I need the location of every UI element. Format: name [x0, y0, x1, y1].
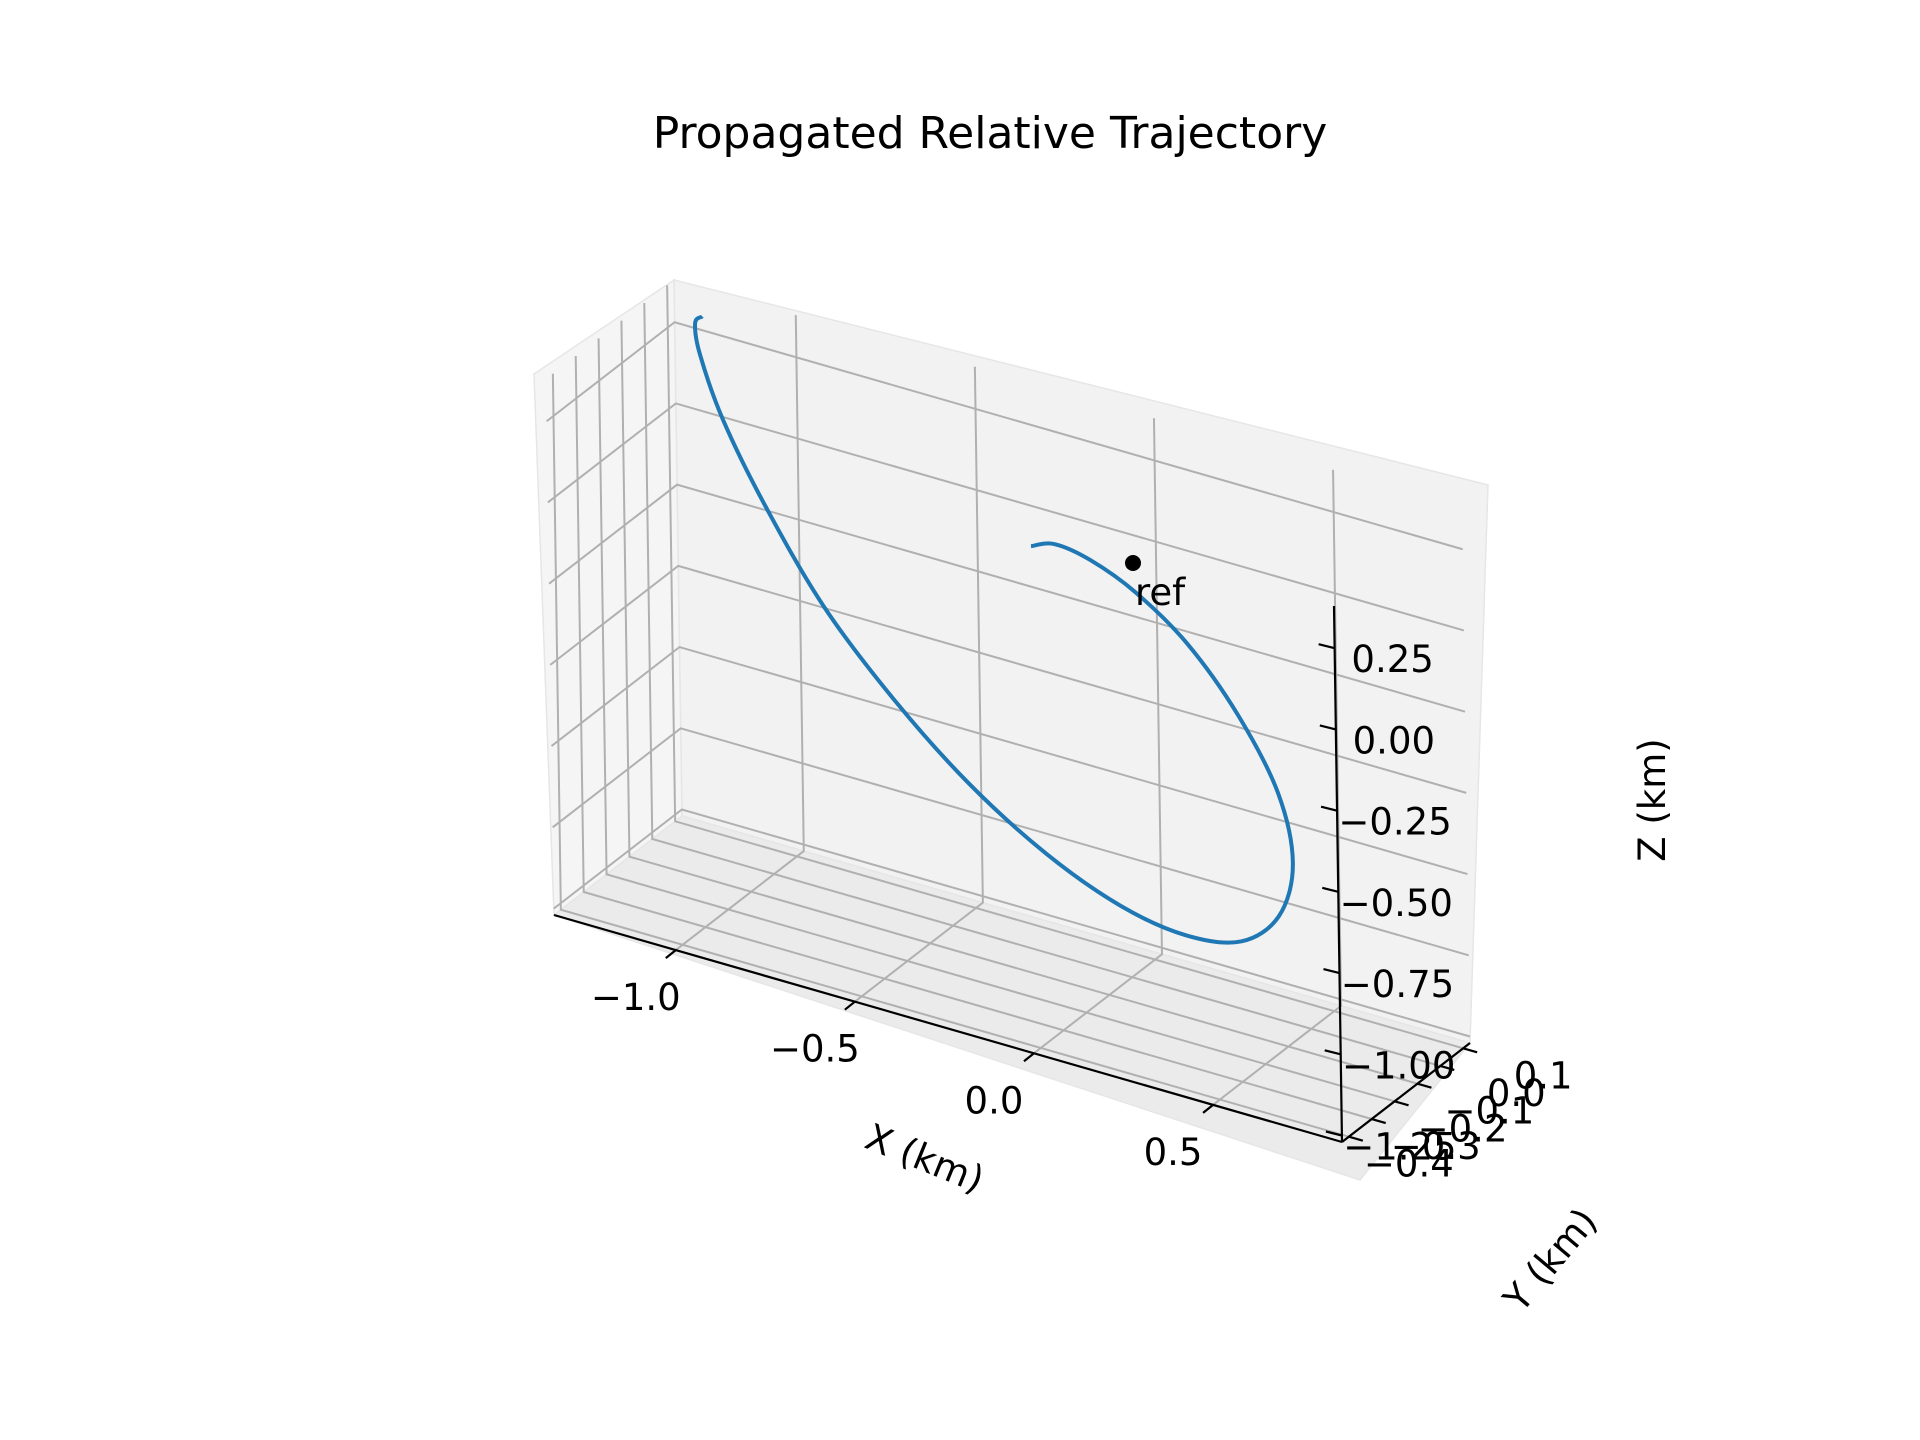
tick-labels: −1.0−0.50.00.5 −0.4−0.3−0.2−0.10.00.1−1.2… [591, 638, 1573, 1185]
x-tick [844, 1000, 856, 1011]
z-tick [1324, 1049, 1341, 1056]
y-tick-label: −0.2 [1418, 1107, 1508, 1150]
y-gridline [666, 285, 1464, 1050]
y-gridline [551, 373, 1350, 1138]
z-tick-label: −1.25 [1343, 1126, 1456, 1169]
z-tick-label: −0.25 [1338, 801, 1451, 844]
y-gridline [620, 320, 1418, 1085]
y-gridline [597, 338, 1395, 1103]
y-axis-line [1341, 1042, 1471, 1143]
y-tick [1462, 1047, 1478, 1054]
z-tick [1325, 1130, 1343, 1137]
z-gridline [553, 808, 1471, 1038]
axis-lines [553, 605, 1478, 1144]
y-tick-label: 0.1 [1514, 1054, 1573, 1097]
x-gridline [1033, 418, 1163, 1055]
z-axis-line [1332, 605, 1344, 1143]
z-tick-label: 0.25 [1351, 638, 1433, 681]
z-tick [1318, 643, 1335, 650]
z-gridline [548, 483, 1466, 713]
ref-label: ref [1135, 571, 1186, 614]
z-tick [1321, 886, 1339, 893]
y-tick-label: 0.0 [1487, 1072, 1546, 1115]
y-tick-label: −0.3 [1391, 1125, 1481, 1168]
grid-lines [546, 285, 1471, 1138]
y-tick-label: −0.1 [1444, 1090, 1534, 1133]
x-tick [1023, 1052, 1035, 1063]
z-tick [1320, 805, 1338, 812]
x-tick [665, 949, 677, 959]
z-tick [1319, 724, 1337, 731]
x-tick-label: −1.0 [591, 976, 681, 1019]
x-axis-line [553, 913, 1343, 1144]
z-gridline [547, 402, 1465, 632]
axes-panes [533, 278, 1489, 1181]
trajectory-line [693, 314, 1295, 945]
z-tick [1323, 968, 1340, 975]
x-tick-label: 0.5 [1144, 1131, 1203, 1174]
z-gridline [552, 727, 1469, 957]
x-gridline [854, 366, 984, 1003]
z-tick-label: −1.00 [1342, 1044, 1455, 1087]
z-tick-label: −0.50 [1340, 882, 1453, 925]
y-tick-label: −0.4 [1364, 1143, 1454, 1186]
y-gridline [643, 302, 1441, 1067]
chart-title: Propagated Relative Trajectory [653, 108, 1328, 159]
y-tick [1439, 1064, 1455, 1072]
x-gridline [675, 315, 805, 951]
x-axis-label: X (km) [859, 1115, 990, 1201]
y-tick [1394, 1100, 1409, 1107]
y-tick [1371, 1117, 1387, 1125]
ref-point [1125, 555, 1141, 571]
series-layer [693, 314, 1295, 945]
z-tick-label: −0.75 [1341, 963, 1454, 1006]
x-tick-label: −0.5 [770, 1028, 860, 1071]
y-tick [1417, 1082, 1432, 1089]
z-axis-label: Z (km) [1631, 738, 1674, 861]
z-gridline [550, 645, 1468, 876]
z-gridline [546, 321, 1463, 551]
y-axis-label: Y (km) [1495, 1200, 1606, 1321]
x-tick [1202, 1103, 1214, 1114]
y-tick [1348, 1135, 1364, 1142]
z-tick-label: 0.00 [1353, 719, 1435, 762]
z-gridline [549, 564, 1467, 794]
x-tick-label: 0.0 [965, 1079, 1024, 1122]
y-gridline [574, 356, 1372, 1120]
annotations: ref [1125, 555, 1186, 614]
